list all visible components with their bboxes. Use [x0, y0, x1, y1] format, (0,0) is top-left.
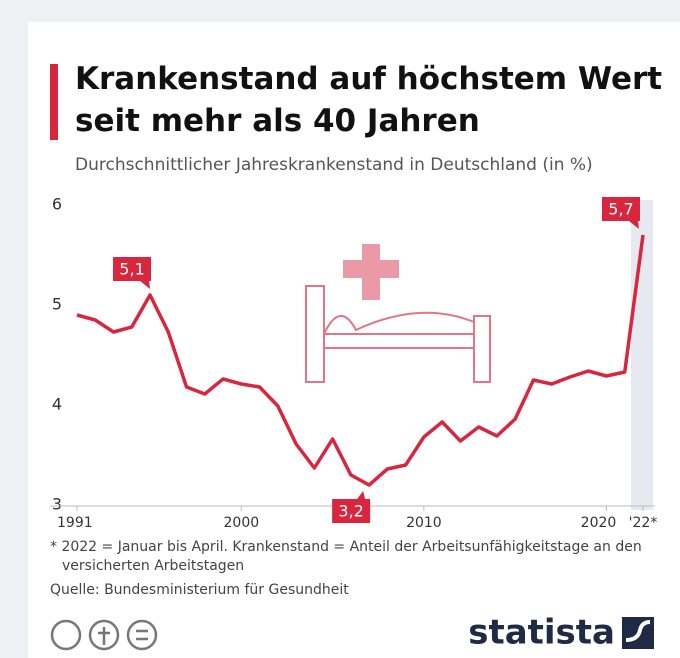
value-label: 3,2	[332, 491, 371, 523]
value-label-text: 5,7	[608, 200, 633, 219]
chart-title: Krankenstand auf höchstem Wert seit mehr …	[75, 61, 662, 139]
source: Quelle: Bundesministerium für Gesundheit	[50, 582, 349, 598]
brand-mark	[622, 617, 654, 649]
footnote: * 2022 = Januar bis April. Krankenstand …	[50, 539, 642, 574]
license-icons	[50, 619, 158, 651]
x-tick-label: 2000	[224, 515, 260, 531]
bed-icon	[305, 244, 491, 383]
value-label: 5,1	[113, 257, 152, 289]
value-label-box	[113, 257, 152, 281]
title-accent	[50, 64, 58, 140]
chart-subtitle: Durchschnittlicher Jahreskrankenstand in…	[75, 155, 593, 175]
card	[28, 22, 680, 658]
y-tick-label: 6	[52, 195, 62, 214]
y-tick-label: 4	[52, 395, 62, 414]
value-label-text: 3,2	[338, 502, 363, 521]
y-tick-label: 3	[52, 495, 62, 514]
value-label-pointer	[629, 221, 639, 229]
value-label-pointer	[357, 491, 366, 499]
value-label-box	[602, 197, 640, 221]
value-label-box	[332, 499, 371, 523]
x-tick-label: 2010	[406, 515, 442, 531]
value-label: 5,7	[602, 197, 640, 229]
y-tick-label: 5	[52, 295, 62, 314]
value-label-text: 5,1	[119, 260, 144, 279]
x-tick-label: '22*	[629, 515, 658, 531]
value-label-pointer	[140, 281, 151, 289]
x-tick-label: 1991	[57, 515, 93, 531]
data-line	[76, 234, 645, 487]
x-tick-label: 2020	[581, 515, 617, 531]
brand: statista	[468, 613, 615, 653]
